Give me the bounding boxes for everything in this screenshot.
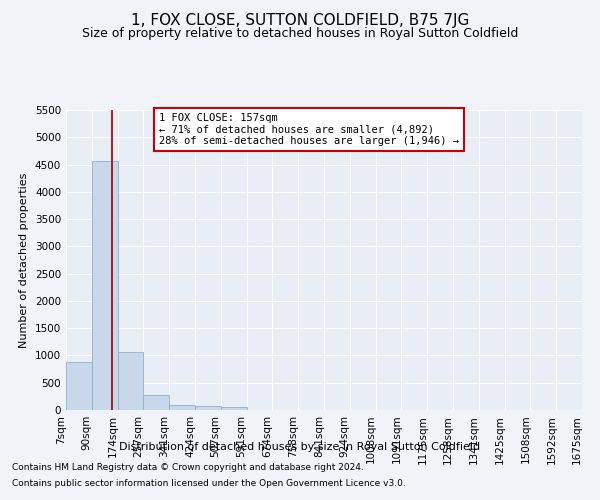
- Text: Size of property relative to detached houses in Royal Sutton Coldfield: Size of property relative to detached ho…: [82, 28, 518, 40]
- Bar: [92, 162, 118, 410]
- Bar: [221, 408, 247, 410]
- Text: Distribution of detached houses by size in Royal Sutton Coldfield: Distribution of detached houses by size …: [119, 442, 481, 452]
- Bar: [169, 406, 195, 410]
- Text: 1 FOX CLOSE: 157sqm
← 71% of detached houses are smaller (4,892)
28% of semi-det: 1 FOX CLOSE: 157sqm ← 71% of detached ho…: [159, 113, 459, 146]
- Bar: [143, 396, 169, 410]
- Bar: [118, 352, 143, 410]
- Text: Contains public sector information licensed under the Open Government Licence v3: Contains public sector information licen…: [12, 478, 406, 488]
- Bar: [66, 362, 92, 410]
- Y-axis label: Number of detached properties: Number of detached properties: [19, 172, 29, 348]
- Text: Contains HM Land Registry data © Crown copyright and database right 2024.: Contains HM Land Registry data © Crown c…: [12, 464, 364, 472]
- Bar: [195, 406, 221, 410]
- Text: 1, FOX CLOSE, SUTTON COLDFIELD, B75 7JG: 1, FOX CLOSE, SUTTON COLDFIELD, B75 7JG: [131, 12, 469, 28]
